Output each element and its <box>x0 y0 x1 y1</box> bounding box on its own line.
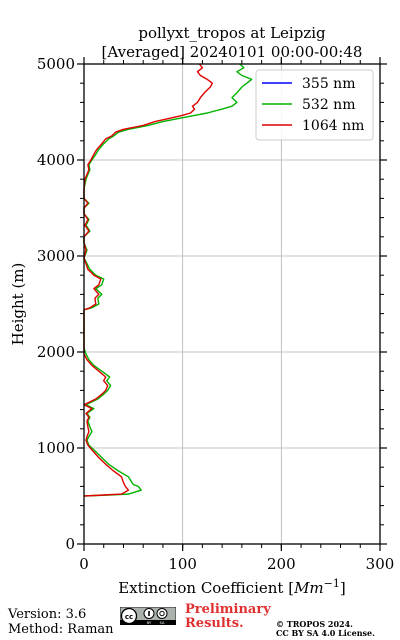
preliminary-results-note: Preliminary Results. <box>185 603 271 631</box>
x-tick-label: 100 <box>168 555 197 573</box>
y-tick-label: 3000 <box>37 247 75 265</box>
method-text: Method: Raman <box>8 622 114 637</box>
y-tick-label: 5000 <box>37 55 75 73</box>
legend-box <box>255 69 374 141</box>
legend-label: 355 nm <box>302 76 355 92</box>
x-tick-label: 300 <box>366 555 395 573</box>
copyright-line2: CC BY SA 4.0 License. <box>276 628 375 638</box>
chart-title-line2: [Averaged] 20240101 00:00-00:48 <box>102 43 363 61</box>
copyright-note: © TROPOS 2024. CC BY SA 4.0 License. <box>276 620 375 638</box>
y-tick-label: 4000 <box>37 151 75 169</box>
svg-text:SA: SA <box>160 621 165 625</box>
x-tick-label: 200 <box>267 555 296 573</box>
legend: 355 nm 532 nm 1064 nm <box>255 69 374 141</box>
y-axis-label: Height (m) <box>9 263 27 346</box>
series-line-1064-nm <box>83 63 213 497</box>
y-tick-label: 1000 <box>37 439 75 457</box>
axis-ticks <box>77 57 387 551</box>
legend-label: 532 nm <box>302 97 355 113</box>
preliminary-line2: Results. <box>185 616 244 631</box>
version-text: Version: 3.6 <box>8 607 87 622</box>
series-lines <box>83 63 253 497</box>
legend-label: 1064 nm <box>302 118 364 134</box>
y-tick-label: 0 <box>65 535 75 553</box>
svg-text:BY: BY <box>147 621 152 625</box>
copyright-line1: © TROPOS 2024. <box>276 619 353 629</box>
extinction-profile-chart: pollyxt_tropos at Leipzig [Averaged] 202… <box>9 24 395 597</box>
chart-title-line1: pollyxt_tropos at Leipzig <box>138 24 326 42</box>
series-line-532-nm <box>83 63 253 497</box>
x-tick-label: 0 <box>79 555 89 573</box>
svg-text:cc: cc <box>125 613 133 621</box>
plot-frame <box>83 63 381 545</box>
preliminary-line1: Preliminary <box>185 602 271 617</box>
y-tick-label: 2000 <box>37 343 75 361</box>
cc-license-icon: cc BY SA <box>120 607 176 625</box>
x-axis-label: Extinction Coefficient [Mm−1] <box>118 577 345 597</box>
